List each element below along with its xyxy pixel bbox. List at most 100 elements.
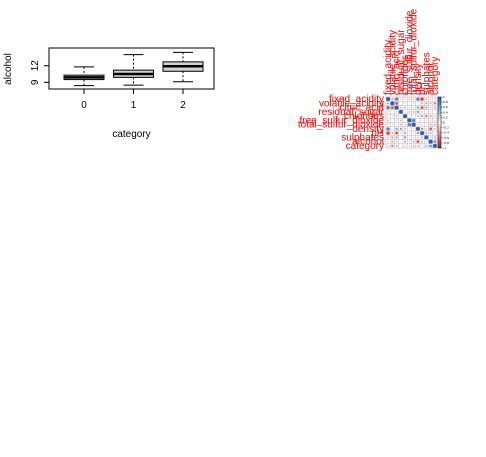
corr-circle bbox=[425, 132, 427, 134]
corr-circle bbox=[409, 145, 410, 146]
corr-circle bbox=[425, 145, 427, 147]
corr-circle bbox=[413, 116, 414, 117]
corr-circle bbox=[426, 141, 427, 142]
corr-circle bbox=[395, 97, 398, 100]
colorbar-tick-label: 0.8 bbox=[443, 100, 448, 104]
corr-circle bbox=[412, 123, 416, 127]
corr-circle bbox=[417, 124, 418, 125]
corr-circle bbox=[430, 99, 431, 100]
corr-circle bbox=[409, 141, 410, 142]
corr-circle bbox=[421, 102, 423, 104]
corr-circle bbox=[413, 145, 415, 147]
corr-circle bbox=[407, 118, 411, 122]
corr-circle bbox=[390, 101, 394, 105]
corr-circle bbox=[421, 115, 423, 117]
corr-circle bbox=[417, 111, 419, 113]
corr-circle bbox=[387, 137, 389, 139]
corr-circle bbox=[386, 127, 389, 130]
y-tick-label: 12 bbox=[30, 60, 41, 72]
colorbar bbox=[438, 97, 441, 148]
corr-circle bbox=[404, 145, 405, 146]
x-tick-label: 0 bbox=[81, 100, 87, 111]
corr-circle bbox=[391, 132, 393, 134]
corr-circle bbox=[396, 111, 398, 113]
corr-circle bbox=[421, 128, 423, 130]
corr-circle bbox=[430, 115, 432, 117]
x-tick-label: 1 bbox=[131, 100, 137, 111]
colorbar-tick-label: 0.6 bbox=[443, 105, 448, 109]
row-label: category bbox=[346, 141, 384, 152]
corr-circle bbox=[396, 120, 397, 121]
corr-circle bbox=[400, 116, 401, 117]
x-axis-label: category bbox=[112, 129, 150, 140]
corr-circle bbox=[395, 136, 397, 138]
corr-circle bbox=[434, 120, 435, 121]
corr-circle bbox=[395, 128, 397, 130]
corr-circle bbox=[391, 106, 394, 109]
corr-circle bbox=[422, 145, 423, 146]
corr-circle bbox=[413, 103, 414, 104]
corr-circle bbox=[408, 123, 411, 126]
corr-circle bbox=[425, 102, 427, 104]
corr-circle bbox=[404, 136, 406, 138]
corr-circle bbox=[430, 107, 431, 108]
corr-circle bbox=[426, 98, 428, 100]
corr-circle bbox=[387, 111, 388, 112]
corr-circle bbox=[400, 141, 401, 142]
corr-circle bbox=[404, 141, 406, 143]
corr-circle bbox=[404, 128, 406, 130]
corr-circle bbox=[434, 136, 436, 138]
y-axis-label: alcohol bbox=[3, 53, 14, 85]
corr-circle bbox=[392, 124, 393, 125]
corr-circle bbox=[425, 106, 427, 108]
corr-circle bbox=[418, 120, 419, 121]
corr-circle bbox=[430, 102, 432, 104]
corr-circle bbox=[413, 111, 415, 113]
corr-circle bbox=[388, 141, 389, 142]
corr-circle bbox=[400, 107, 402, 109]
corr-circle bbox=[417, 145, 419, 147]
corr-circle bbox=[424, 135, 428, 139]
colorbar-tick-label: -0.4 bbox=[443, 131, 449, 135]
corr-circle bbox=[386, 106, 389, 109]
column-label: category bbox=[430, 57, 441, 95]
box-0 bbox=[64, 67, 104, 86]
corr-circle bbox=[421, 141, 423, 143]
corr-circle bbox=[409, 137, 410, 138]
corr-circle bbox=[387, 124, 388, 125]
corr-circle bbox=[396, 145, 398, 147]
corr-circle bbox=[405, 99, 406, 100]
corr-circle bbox=[413, 133, 414, 134]
corr-circle bbox=[413, 128, 414, 129]
corr-circle bbox=[434, 124, 436, 126]
colorbar-tick-label: -1 bbox=[443, 146, 446, 150]
corr-circle bbox=[420, 97, 423, 100]
corr-circle bbox=[409, 129, 410, 130]
colorbar-tick-label: -0.8 bbox=[443, 141, 449, 145]
corr-circle bbox=[433, 140, 436, 143]
corr-circle bbox=[396, 141, 397, 142]
corr-circle bbox=[413, 98, 414, 99]
corr-circle bbox=[430, 111, 431, 112]
corr-circle bbox=[395, 102, 398, 105]
corr-circle bbox=[433, 144, 437, 148]
corr-circle bbox=[434, 128, 436, 130]
corr-circle bbox=[405, 111, 406, 112]
corr-circle bbox=[416, 127, 420, 131]
corr-circle bbox=[403, 114, 407, 118]
corr-circle bbox=[408, 111, 410, 113]
corr-circle bbox=[422, 111, 423, 112]
corr-circle bbox=[391, 141, 393, 143]
corr-circle bbox=[413, 141, 415, 143]
corr-circle bbox=[396, 115, 398, 117]
corr-circle bbox=[412, 119, 415, 122]
box-1 bbox=[114, 55, 154, 85]
corr-circle bbox=[409, 98, 411, 100]
corr-circle bbox=[391, 98, 393, 100]
corr-circle bbox=[400, 133, 401, 134]
corr-circle bbox=[387, 145, 388, 146]
corr-circle bbox=[417, 115, 419, 117]
corr-circle bbox=[434, 107, 436, 109]
corr-circle bbox=[387, 102, 389, 104]
